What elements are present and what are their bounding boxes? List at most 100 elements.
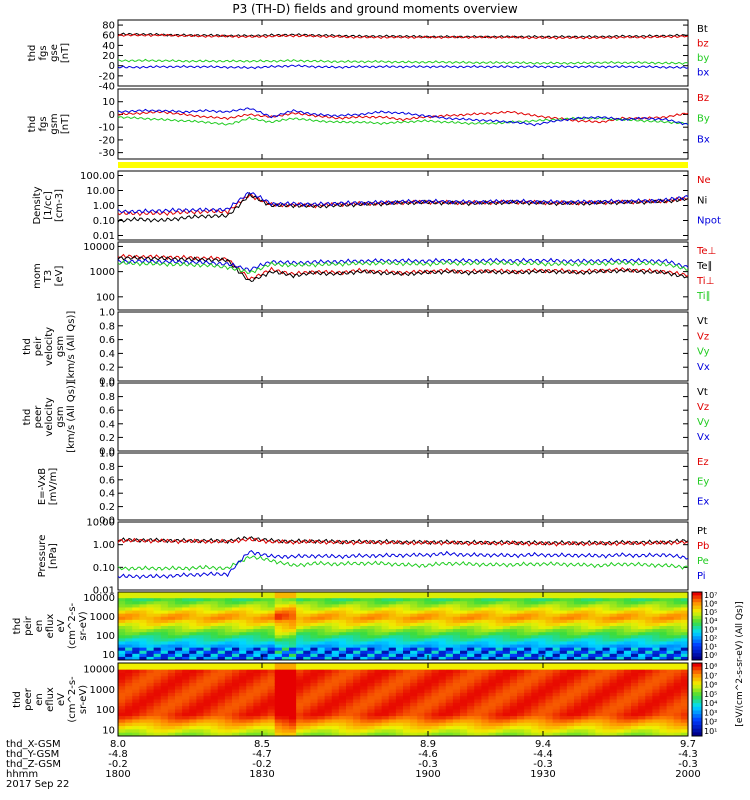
spectrogram-cell [324, 607, 333, 612]
spectrogram-cell [374, 686, 383, 691]
spectrogram-cell [253, 601, 262, 605]
spectrogram-cell [338, 613, 347, 618]
spectrogram-cell [353, 635, 361, 639]
spectrogram-cell [274, 672, 283, 677]
spectrogram-cell [495, 619, 504, 624]
spectrogram-cell [395, 632, 404, 636]
spectrogram-cell [239, 610, 247, 615]
spectrogram-cell [538, 613, 547, 618]
spectrogram-cell [452, 706, 461, 710]
spectrogram-cell [638, 632, 646, 636]
spectrogram-cell [645, 719, 653, 724]
spectrogram-cell [224, 592, 233, 596]
spectrogram-cell [224, 616, 233, 621]
spectrogram-cell [239, 635, 247, 639]
spectrogram-cell [239, 650, 247, 655]
spectrogram-cell [331, 610, 340, 615]
spectrogram-cell [588, 692, 596, 697]
spectrogram-cell [196, 601, 205, 605]
spectrogram-cell [481, 706, 490, 710]
spectrogram-cell [581, 692, 589, 697]
spectrogram-cell [574, 726, 582, 730]
spectrogram-cell [524, 626, 532, 630]
spectrogram-cell [445, 699, 454, 704]
spectrogram-cell [167, 607, 176, 612]
spectrogram-cell [360, 712, 368, 717]
ytick-label: 10000 [83, 665, 115, 676]
ytick-label: 0 [109, 110, 115, 121]
spectrogram-cell [182, 619, 190, 624]
spectrogram-cell [417, 672, 425, 677]
spectrogram-cell [666, 629, 675, 633]
colorbar-segment [692, 612, 702, 617]
spectrogram-cell [317, 595, 326, 599]
spectrogram-cell [303, 732, 311, 737]
spectrogram-cell [524, 702, 532, 707]
spectrogram-cell [367, 629, 376, 633]
spectrogram-cell [680, 682, 689, 687]
spectrogram-cell [495, 629, 504, 633]
spectrogram-cell [203, 653, 212, 658]
spectrogram-cell [659, 607, 668, 612]
spectrogram-cell [474, 656, 482, 661]
spectrogram-cell [395, 712, 404, 717]
spectrogram-cell [367, 669, 376, 674]
spectrogram-cell [189, 616, 197, 621]
spectrogram-cell [146, 613, 155, 618]
spectrogram-cell [317, 641, 326, 646]
spectrogram-cell [581, 719, 589, 724]
spectrogram-cell [274, 696, 283, 700]
spectrogram-cell [310, 726, 319, 730]
spectrogram-cell [303, 702, 311, 707]
spectrogram-cell [232, 598, 240, 602]
spectrogram-cell [574, 592, 582, 596]
spectrogram-cell [666, 613, 675, 618]
spectrogram-cell [381, 709, 390, 714]
spectrogram-cell [574, 732, 582, 737]
spectrogram-cell [303, 656, 311, 661]
spectrogram-cell [538, 638, 547, 642]
spectrogram-cell [338, 604, 347, 608]
spectrogram-cell [139, 647, 148, 652]
spectrogram-cell [132, 676, 140, 681]
spectrogram-cell [367, 672, 376, 677]
spectrogram-cell [403, 629, 411, 633]
spectrogram-cell [495, 613, 504, 618]
spectrogram-cell [317, 604, 326, 608]
spectrogram-cell [167, 732, 176, 737]
spectrogram-cell [353, 616, 361, 621]
spectrogram-cell [267, 644, 276, 649]
ytick-label: 0.6 [99, 406, 115, 417]
spectrogram-cell [167, 689, 176, 694]
spectrogram-cell [438, 716, 447, 720]
spectrogram-cell [638, 699, 646, 704]
spectrogram-cell [224, 702, 233, 707]
spectrogram-cell [680, 672, 689, 677]
spectrogram-cell [160, 604, 169, 608]
spectrogram-cell [267, 619, 276, 624]
spectrogram-cell [438, 726, 447, 730]
spectrogram-cell [331, 592, 340, 596]
spectrogram-cell [175, 729, 183, 734]
spectrogram-cell [538, 732, 547, 737]
spectrogram-cell [210, 595, 219, 599]
xaxis-row-label: thd_Z-GSM [6, 759, 61, 770]
spectrogram-cell [196, 686, 205, 691]
spectrogram-cell [139, 682, 148, 687]
spectrogram-cell [452, 641, 461, 646]
spectrogram-cell [182, 672, 190, 677]
colorbar-segment [692, 636, 702, 641]
spectrogram-cell [296, 598, 304, 602]
spectrogram-cell [673, 692, 682, 697]
spectrogram-cell [381, 682, 390, 687]
spectrogram-cell [531, 679, 539, 684]
spectrogram-cell [638, 706, 646, 710]
spectrogram-cell [274, 635, 283, 639]
spectrogram-cell [118, 653, 126, 658]
spectrogram-cell [517, 706, 525, 710]
spectrogram-cell [509, 607, 518, 612]
spectrogram-cell [260, 732, 269, 737]
spectrogram-cell [673, 689, 682, 694]
spectrogram-cell [467, 604, 475, 608]
spectrogram-cell [509, 647, 518, 652]
